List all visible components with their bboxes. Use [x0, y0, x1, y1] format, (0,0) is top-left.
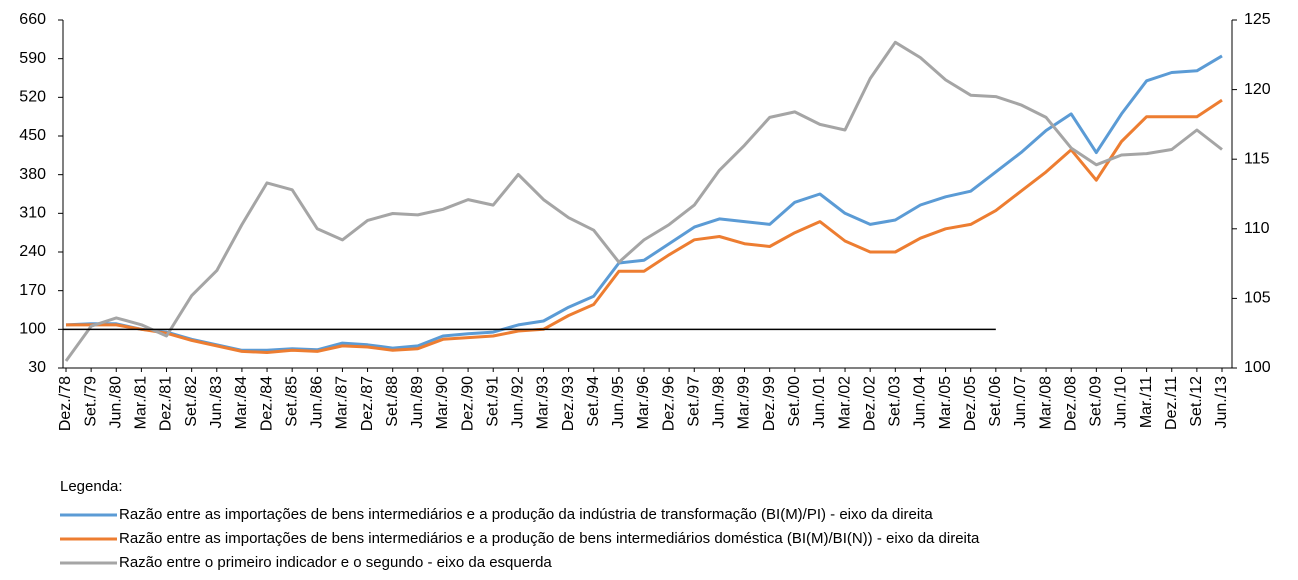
x-tick-label: Mar./81 [133, 376, 150, 429]
x-tick-label: Mar./90 [434, 376, 451, 429]
y-tick-label: 520 [19, 89, 46, 106]
x-tick-label: Mar./11 [1138, 376, 1155, 428]
x-tick-label: Mar./84 [233, 376, 250, 429]
x-tick-label: Set./00 [786, 376, 803, 427]
x-tick-label: Mar./93 [535, 376, 552, 429]
x-tick-label: Jun./10 [1113, 376, 1130, 429]
x-tick-label: Jun./07 [1012, 376, 1029, 429]
x-tick-label: Set./12 [1188, 376, 1205, 427]
x-tick-label: Set./09 [1088, 376, 1105, 427]
x-tick-label: Dez./78 [57, 376, 74, 431]
x-tick-label: Jun./01 [811, 376, 828, 429]
x-tick-label: Dez./81 [158, 376, 175, 431]
x-tick-label: Mar./96 [635, 376, 652, 429]
x-tick-label: Dez./02 [861, 376, 878, 431]
y-tick-label: 30 [28, 359, 46, 376]
x-tick-label: Dez./99 [761, 376, 778, 431]
series-line [66, 98, 1223, 354]
series-line [65, 54, 1223, 352]
legend-label: Razão entre as importações de bens inter… [119, 530, 980, 547]
x-tick-label: Mar./99 [736, 376, 753, 429]
x-tick-label: Jun./83 [208, 376, 225, 429]
x-tick-label: Set./91 [484, 376, 501, 427]
x-tick-label: Mar./05 [937, 376, 954, 429]
x-tick-label: Set./79 [82, 376, 99, 427]
x-tick-label: Dez./87 [359, 376, 376, 431]
x-tick-label: Set./94 [585, 376, 602, 427]
x-tick-label: Set./88 [384, 376, 401, 427]
x-tick-label: Mar./87 [334, 376, 351, 429]
y-tick-label: 170 [19, 282, 46, 299]
x-tick-label: Set./03 [887, 376, 904, 427]
y-tick-label: 100 [19, 321, 46, 338]
y-tick-label: 590 [19, 50, 46, 67]
y2-tick-label: 110 [1244, 220, 1270, 237]
x-tick-label: Dez./11 [1163, 376, 1180, 430]
y-tick-label: 240 [19, 243, 46, 260]
legend-label: Razão entre as importações de bens inter… [119, 506, 933, 523]
x-tick-label: Jun./80 [107, 376, 124, 429]
legend-title: Legenda: [60, 478, 123, 495]
x-tick-label: Dez./90 [459, 376, 476, 431]
x-tick-label: Set./06 [987, 376, 1004, 427]
x-tick-label: Set./97 [685, 376, 702, 427]
x-tick-label: Dez./93 [560, 376, 577, 431]
y2-tick-label: 100 [1244, 359, 1271, 376]
y-tick-label: 380 [19, 166, 46, 183]
x-tick-label: Mar./02 [836, 376, 853, 429]
x-tick-label: Jun./89 [409, 376, 426, 429]
y2-tick-label: 125 [1244, 11, 1271, 28]
legend-label: Razão entre o primeiro indicador e o seg… [119, 554, 552, 571]
x-tick-label: Jun./04 [912, 376, 929, 429]
y2-tick-label: 115 [1244, 150, 1270, 167]
y-tick-label: 310 [19, 205, 46, 222]
x-tick-label: Jun./92 [510, 376, 527, 429]
x-tick-label: Mar./08 [1037, 376, 1054, 429]
x-tick-label: Dez./96 [660, 376, 677, 431]
x-tick-label: Dez./05 [962, 376, 979, 431]
x-tick-label: Jun./98 [711, 376, 728, 429]
x-tick-label: Dez./08 [1062, 376, 1079, 431]
y-tick-label: 660 [19, 11, 46, 28]
x-tick-label: Set./85 [283, 376, 300, 427]
x-tick-label: Jun./95 [610, 376, 627, 429]
y-tick-label: 450 [19, 127, 46, 144]
series-line [64, 40, 1223, 362]
y2-tick-label: 105 [1244, 290, 1271, 307]
x-tick-label: Dez./84 [258, 376, 275, 431]
y2-tick-label: 120 [1244, 81, 1271, 98]
x-tick-label: Jun./86 [309, 376, 326, 429]
x-tick-label: Set./82 [183, 376, 200, 427]
x-tick-label: Jun./13 [1213, 376, 1230, 429]
